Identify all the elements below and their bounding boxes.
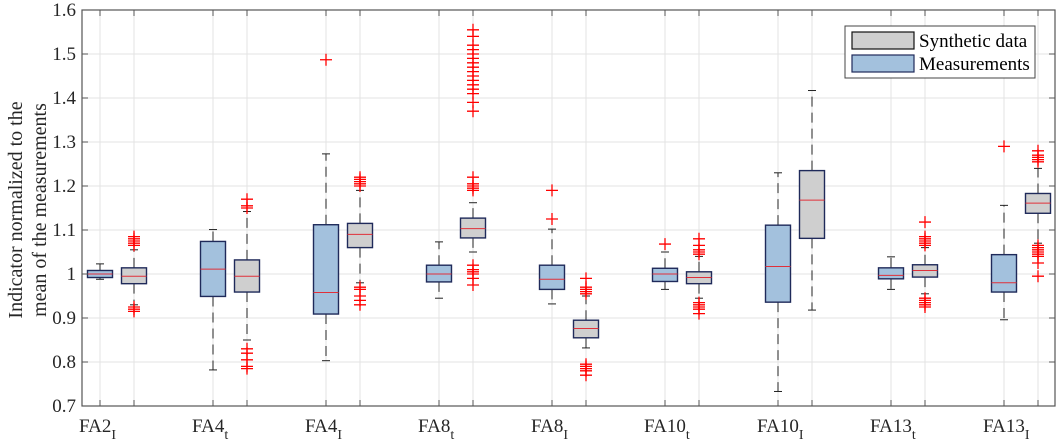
y-tick-labels: 0.7 0.8 0.9 1 1.1 1.2 1.3 1.4 1.5 1.6: [52, 0, 76, 417]
axes: [81, 9, 1056, 407]
legend-swatch-synthetic: [851, 31, 915, 50]
outlier-marker: [919, 216, 931, 229]
y-tick-label: 1: [67, 264, 77, 285]
outlier-marker: [919, 230, 931, 243]
x-tick-label: FA2I: [79, 416, 116, 442]
y-tick-label: 1.3: [52, 132, 76, 153]
synthetic-box: [798, 169, 826, 240]
x-tick-label: FA10t: [644, 416, 690, 442]
x-tick-labels: FA2I FA4t FA4I FA8t FA8I FA10t FA10I FA13t FA13I: [79, 416, 1030, 442]
outlier-marker: [693, 307, 705, 320]
y-tick-label: 1.5: [52, 44, 76, 65]
outlier-marker: [128, 230, 140, 243]
legend-swatch-measurements: [851, 54, 915, 73]
y-axis-label-line-2: mean of the measurements: [29, 103, 51, 317]
measurements-box: [312, 224, 340, 315]
outlier-marker: [467, 279, 479, 291]
plot-frame: [81, 9, 1056, 407]
legend: Synthetic data Measurements: [844, 25, 1036, 79]
outlier-marker: [467, 23, 479, 36]
measurements-box: [990, 253, 1018, 293]
y-tick-label: 0.7: [52, 396, 76, 417]
measurements-box: [877, 267, 905, 280]
outlier-marker: [128, 301, 140, 313]
x-tick-label: FA13I: [983, 416, 1030, 442]
outlier-marker: [919, 301, 931, 313]
outlier-marker: [580, 369, 592, 382]
outlier-marker: [1032, 257, 1044, 269]
outlier-marker: [320, 53, 332, 66]
outlier-marker: [241, 193, 253, 206]
x-tick-label: FA8t: [418, 416, 454, 442]
outlier-marker: [354, 171, 366, 184]
x-tick-label: FA4I: [305, 416, 342, 442]
outlier-marker: [1032, 270, 1044, 283]
x-tick-label: FA13t: [870, 416, 916, 442]
measurements-box: [651, 267, 679, 283]
outlier-marker: [1032, 144, 1044, 157]
outlier-marker: [546, 213, 558, 225]
legend-label-measurements: Measurements: [919, 54, 1030, 75]
x-tick-label: FA10I: [757, 416, 804, 442]
outlier-marker: [693, 232, 705, 245]
y-tick-label: 1.1: [52, 220, 76, 241]
y-tick-label: 1.6: [52, 0, 76, 21]
y-tick-label: 0.8: [52, 352, 76, 373]
legend-label-synthetic: Synthetic data: [919, 31, 1028, 52]
outlier-marker: [354, 298, 366, 311]
y-tick-label: 1.2: [52, 176, 76, 197]
y-tick-label: 0.9: [52, 308, 76, 329]
outlier-marker: [241, 362, 253, 375]
outlier-marker: [580, 272, 592, 285]
measurements-box: [764, 224, 792, 303]
synthetic-box: [346, 222, 374, 249]
boxes: [86, 23, 1052, 392]
x-tick-label: FA4t: [192, 416, 228, 442]
outlier-marker: [467, 171, 479, 184]
outlier-marker: [998, 140, 1010, 153]
x-tick-label: FA8I: [531, 416, 568, 442]
outlier-marker: [546, 184, 558, 197]
measurements-box: [538, 264, 566, 291]
y-tick-label: 1.4: [52, 88, 76, 109]
synthetic-box: [459, 217, 487, 239]
y-axis-label-line-1: Indicator normalized to the: [5, 101, 27, 318]
outlier-marker: [659, 238, 671, 251]
